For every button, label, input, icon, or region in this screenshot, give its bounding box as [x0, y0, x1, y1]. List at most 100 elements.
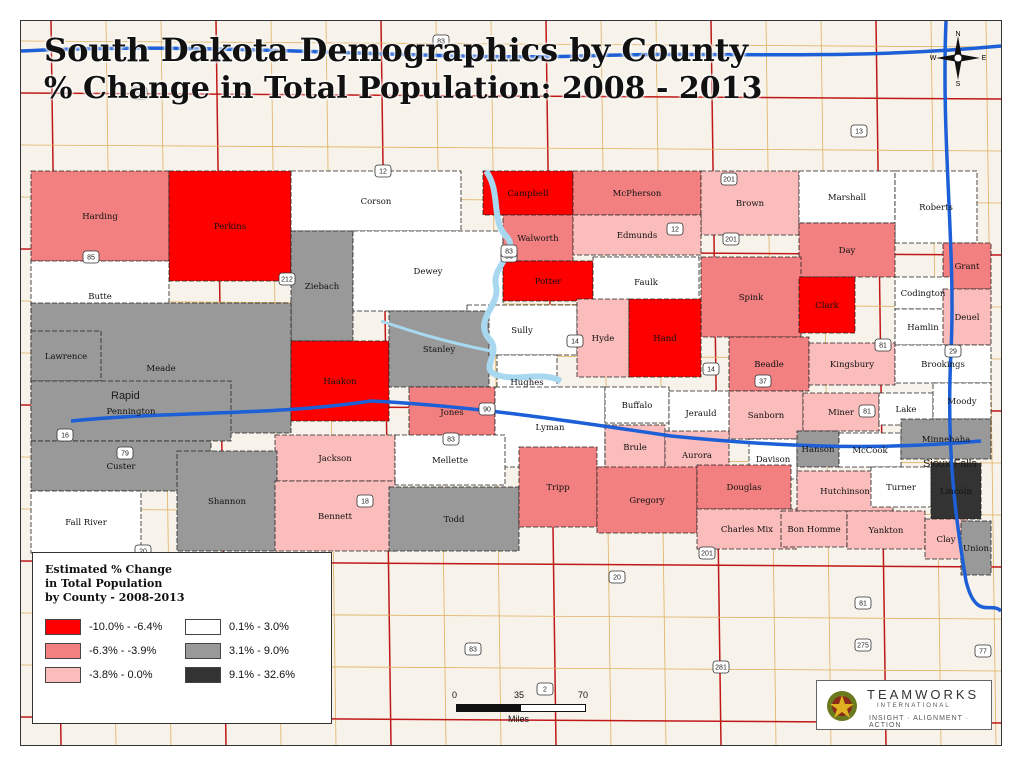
county-label: Fall River	[65, 518, 107, 528]
county-label: Hyde	[592, 334, 615, 344]
county-douglas	[696, 464, 792, 510]
county-label: Lawrence	[45, 352, 87, 362]
county-shannon	[176, 450, 278, 552]
county-label: Brown	[736, 199, 765, 209]
highway-shield: 85	[82, 250, 100, 264]
county-label: Clay	[936, 535, 955, 545]
scale-tick-0: 0	[452, 690, 458, 700]
highway-shield: 14	[566, 334, 584, 348]
county-charles-mix	[696, 508, 798, 550]
county-label: McPherson	[613, 189, 662, 199]
county-label: Stanley	[423, 345, 456, 355]
svg-text:85: 85	[135, 91, 143, 98]
scale-bar: 0 35 70 Miles	[428, 690, 588, 730]
legend-swatch	[45, 619, 81, 635]
svg-text:20: 20	[613, 575, 621, 582]
county-label: Butte	[88, 292, 112, 302]
legend-item: 9.1% - 32.6%	[185, 667, 319, 683]
county-label: Marshall	[828, 193, 866, 203]
legend-label: -6.3% - -3.9%	[89, 645, 157, 657]
compass-icon: N S E W	[930, 31, 987, 88]
county-label: Haakon	[323, 377, 357, 387]
svg-text:81: 81	[863, 409, 871, 416]
county-label: Lyman	[536, 423, 565, 433]
county-tripp	[518, 446, 598, 528]
county-label: Todd	[443, 515, 465, 525]
svg-text:83: 83	[469, 647, 477, 654]
svg-text:29: 29	[949, 349, 957, 356]
county-label: Custer	[107, 462, 137, 472]
county-turner	[870, 466, 932, 508]
county-label: Dewey	[414, 267, 443, 277]
highway-shield: 12	[666, 222, 684, 236]
svg-text:201: 201	[723, 177, 735, 184]
county-label: Bon Homme	[787, 525, 840, 535]
county-harding	[30, 170, 170, 262]
county-clark	[798, 276, 856, 334]
county-label: Union	[963, 544, 989, 554]
logo-subtitle: INTERNATIONAL	[877, 703, 951, 709]
teamworks-logo: TEAMWORKS INTERNATIONAL INSIGHT · ALIGNM…	[816, 680, 992, 730]
title-line-1: South Dakota Demographics by County	[44, 31, 749, 69]
highway-shield: 275	[854, 638, 872, 652]
legend-label: 3.1% - 9.0%	[229, 645, 289, 657]
highway-shield: 85	[130, 86, 148, 100]
county-day	[798, 222, 896, 278]
svg-text:83: 83	[437, 39, 445, 46]
county-label: Corson	[361, 197, 392, 207]
highway-shield: 281	[712, 660, 730, 674]
svg-text:37: 37	[759, 379, 767, 386]
svg-text:16: 16	[61, 433, 69, 440]
county-label: Tripp	[546, 483, 570, 493]
highway-shield: 81	[874, 338, 892, 352]
highway-shield: 201	[698, 546, 716, 560]
legend-items: -10.0% - -6.4% 0.1% - 3.0% -6.3% - -3.9% 3.…	[45, 619, 319, 683]
county-label: Perkins	[214, 222, 246, 232]
road-line	[600, 21, 612, 745]
svg-text:77: 77	[979, 649, 987, 656]
county-potter	[502, 260, 594, 302]
svg-text:13: 13	[855, 129, 863, 136]
missouri-river	[380, 169, 563, 384]
legend-swatch	[185, 619, 221, 635]
county-label: Mellette	[432, 456, 468, 466]
county-hand	[628, 298, 702, 378]
county-label: Douglas	[727, 483, 762, 493]
county-label: Faulk	[634, 278, 659, 288]
county-corson	[290, 170, 462, 232]
county-label: Jackson	[317, 454, 352, 464]
highway-shield: 37	[754, 374, 772, 388]
county-fall-river	[30, 490, 142, 554]
highway-shield: 90	[478, 402, 496, 416]
county-label: McCook	[852, 446, 888, 456]
legend-item: -10.0% - -6.4%	[45, 619, 179, 635]
county-label: Lake	[896, 405, 917, 415]
logo-mark-icon	[827, 691, 857, 721]
county-gregory	[596, 466, 698, 534]
legend-item: 3.1% - 9.0%	[185, 643, 319, 659]
legend-title-2: in Total Population	[45, 577, 163, 590]
county-mccook	[838, 432, 902, 468]
svg-text:12: 12	[671, 227, 679, 234]
county-label: Hand	[653, 334, 677, 344]
highway-shield: 12	[374, 164, 392, 178]
road-line	[21, 92, 1001, 100]
legend-item: -6.3% - -3.9%	[45, 643, 179, 659]
county-label: Hutchinson	[820, 487, 870, 497]
county-label: Gregory	[629, 496, 665, 506]
city-labels: Sioux Falls Rapid	[111, 390, 977, 470]
svg-text:81: 81	[879, 343, 887, 350]
legend-swatch	[185, 643, 221, 659]
city-label: Rapid	[111, 390, 140, 402]
scale-tick-35: 35	[514, 690, 525, 700]
county-labels: Harding Perkins Corson Campbell McPherson Bro…	[45, 189, 990, 554]
county-ziebach	[290, 230, 354, 342]
county-roberts	[894, 170, 978, 244]
legend-title-3: by County - 2008-2013	[45, 591, 185, 604]
compass-s: S	[956, 81, 961, 86]
legend-swatch	[45, 643, 81, 659]
county-lawrence	[30, 330, 102, 382]
svg-text:14: 14	[571, 339, 579, 346]
county-label: Minnehaha	[922, 435, 971, 445]
county-spink	[700, 256, 802, 338]
